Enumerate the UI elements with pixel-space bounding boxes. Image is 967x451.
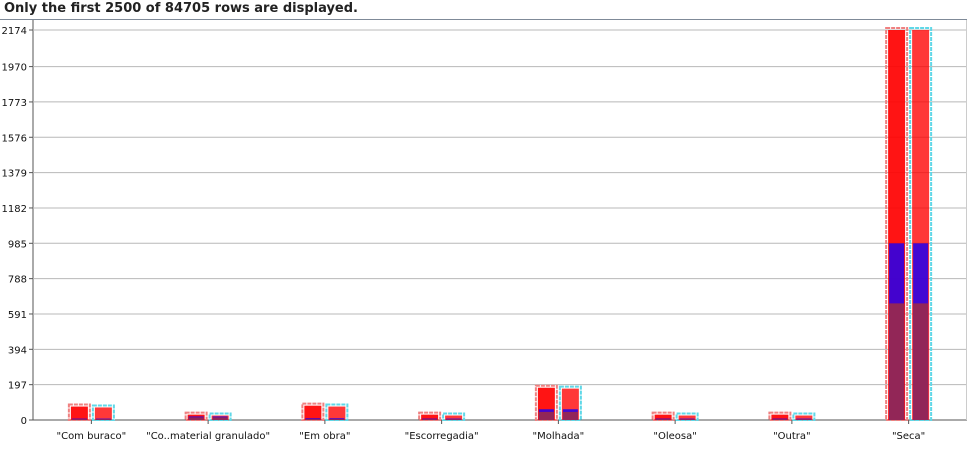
- y-tick-label: 1379: [2, 169, 27, 180]
- bar-segment: [95, 419, 111, 420]
- x-tick-label: "Molhada": [533, 431, 585, 442]
- y-tick-label: 1970: [2, 63, 27, 74]
- bar-segment: [796, 419, 812, 420]
- bar-segment: [562, 411, 578, 420]
- bar-segment: [71, 419, 87, 420]
- bar: [304, 405, 322, 420]
- bar-segment: [913, 303, 929, 420]
- x-tick-label: "Escorregadia": [405, 431, 479, 442]
- bar-segment: [538, 411, 554, 420]
- y-tick-label: 1773: [2, 98, 27, 109]
- bar: [445, 415, 463, 420]
- bar: [795, 415, 813, 420]
- x-tick-label: "Co..material granulado": [146, 431, 270, 442]
- bar-segment: [188, 417, 204, 420]
- bar-segment: [329, 419, 345, 420]
- bar: [421, 414, 439, 420]
- y-tick-label: 197: [8, 381, 27, 392]
- x-tick-label: "Outra": [773, 431, 811, 442]
- y-tick-label: 0: [21, 416, 27, 427]
- y-tick-label: 2174: [2, 26, 27, 37]
- bar-segment: [212, 417, 228, 420]
- bar-segment: [422, 419, 438, 420]
- bar-segment: [772, 419, 788, 420]
- header-divider: [0, 19, 967, 20]
- bar: [328, 406, 346, 420]
- x-tick-label: "Oleosa": [653, 431, 696, 442]
- y-tick-label: 394: [8, 345, 27, 356]
- bar: [771, 414, 789, 420]
- y-tick-label: 1576: [2, 133, 27, 144]
- bar-highlight: [558, 385, 582, 422]
- bar: [70, 406, 88, 420]
- bar: [678, 415, 696, 420]
- bar-segment: [655, 419, 671, 420]
- y-tick-label: 591: [8, 310, 27, 321]
- bar-segment: [889, 303, 905, 420]
- bar: [94, 407, 112, 420]
- row-limit-notice: Only the first 2500 of 84705 rows are di…: [4, 1, 358, 16]
- bar-segment: [446, 419, 462, 420]
- y-tick-label: 1182: [2, 204, 27, 215]
- y-tick-label: 788: [8, 275, 27, 286]
- y-tick-label: 985: [8, 239, 27, 250]
- x-tick-label: "Em obra": [299, 431, 350, 442]
- x-tick-label: "Seca": [892, 431, 925, 442]
- bar-segment: [679, 419, 695, 420]
- bar-segment: [305, 419, 321, 420]
- x-tick-label: "Com buraco": [56, 431, 126, 442]
- bar: [654, 414, 672, 420]
